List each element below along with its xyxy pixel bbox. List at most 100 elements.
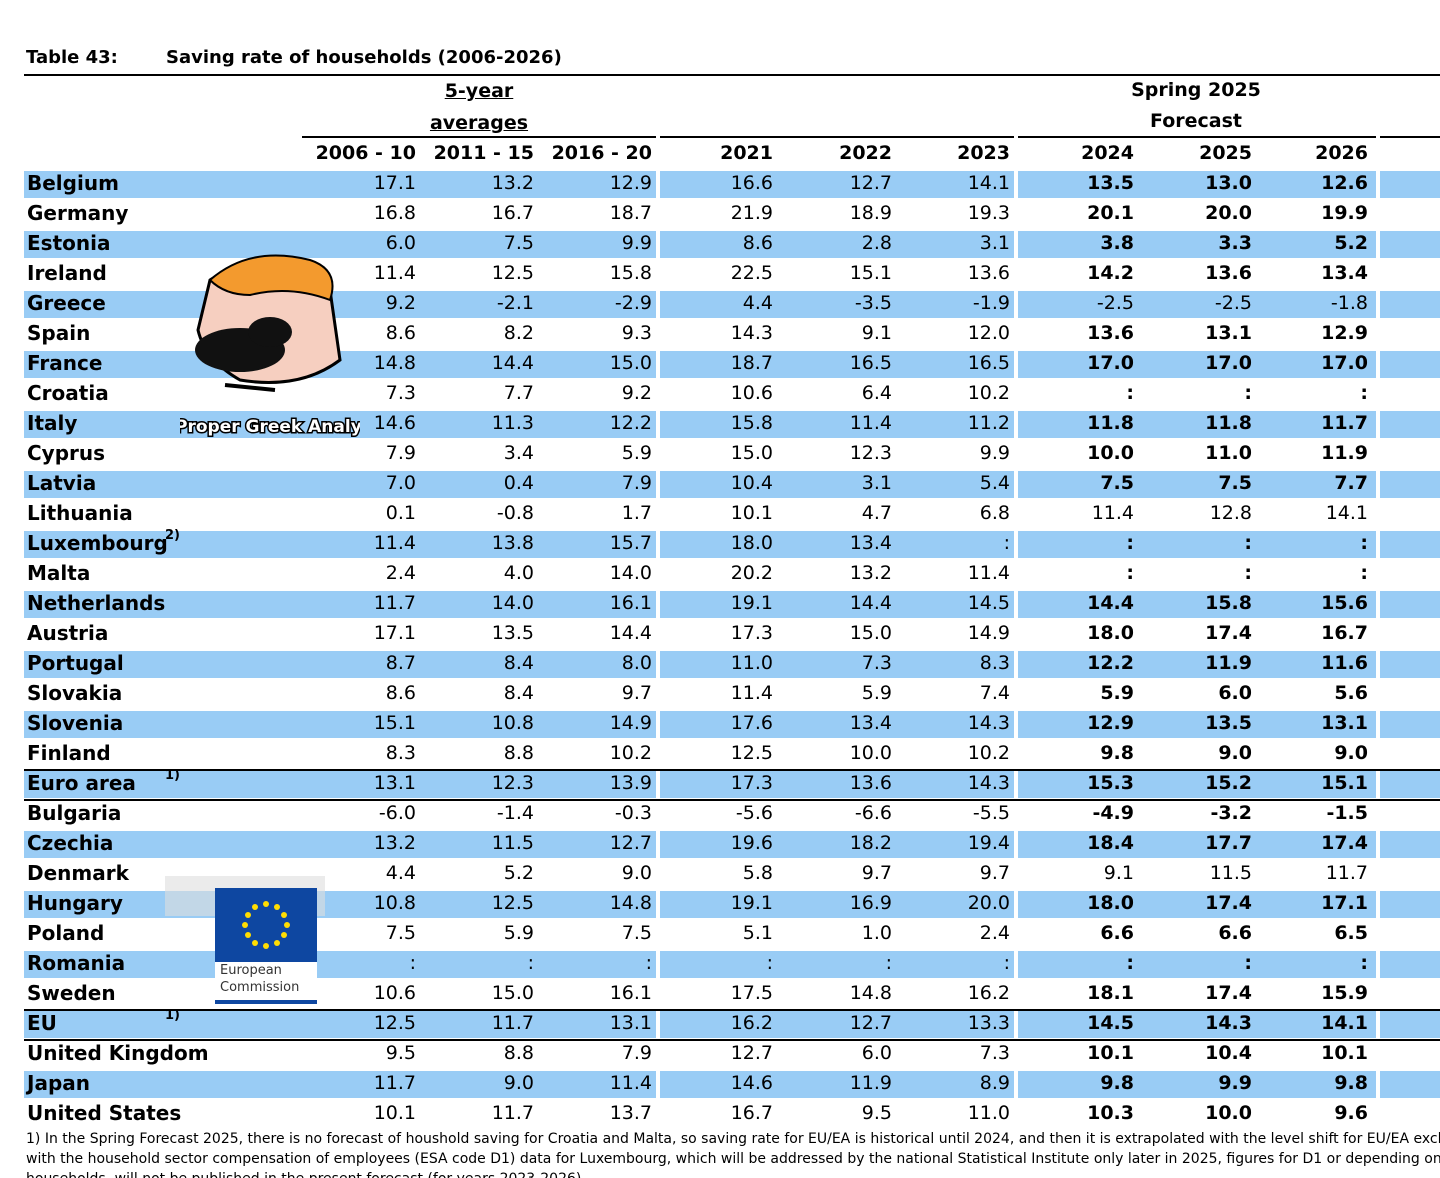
cell: 19.9 — [1321, 202, 1368, 224]
cell: 6.0 — [1218, 682, 1252, 704]
cell: 9.9 — [1218, 1072, 1252, 1094]
cell: -2.5 — [1214, 292, 1252, 314]
cell: 14.0 — [491, 592, 534, 614]
eu-logo-watermark: European Commission — [165, 876, 325, 1004]
cell: 16.2 — [967, 982, 1010, 1004]
cell: 10.1 — [1321, 1042, 1368, 1064]
cell: 5.9 — [1100, 682, 1134, 704]
cell: 9.1 — [861, 322, 892, 344]
cell: : — [1126, 382, 1134, 404]
cell: 15.0 — [730, 442, 773, 464]
cell: 9.0 — [621, 862, 652, 884]
cell: : — [1360, 532, 1368, 554]
cell: 8.6 — [742, 232, 773, 254]
row-band — [24, 831, 656, 858]
top-rule — [24, 74, 1440, 76]
cell: 13.2 — [849, 562, 892, 584]
cell: -1.9 — [972, 292, 1010, 314]
row-band — [1380, 831, 1440, 858]
row-band — [660, 1011, 1014, 1038]
column-header: 2023 — [957, 142, 1010, 164]
cell: 17.0 — [1087, 352, 1134, 374]
cell: 12.7 — [730, 1042, 773, 1064]
cell: 8.6 — [385, 682, 416, 704]
cell: 12.9 — [609, 172, 652, 194]
cell: 8.7 — [385, 652, 416, 674]
row-band — [1018, 891, 1376, 918]
cell: 7.3 — [385, 382, 416, 404]
cell: : — [527, 952, 534, 974]
row-band — [1380, 471, 1440, 498]
cell: : — [1360, 952, 1368, 974]
row-band — [24, 471, 656, 498]
cell: 16.5 — [849, 352, 892, 374]
cell: 12.9 — [1087, 712, 1134, 734]
cell: : — [1360, 382, 1368, 404]
row-band — [1380, 171, 1440, 198]
cell: 12.5 — [491, 892, 534, 914]
cell: 16.1 — [609, 592, 652, 614]
cell: 11.8 — [1087, 412, 1134, 434]
cell: -6.0 — [378, 802, 416, 824]
cell: 11.4 — [730, 682, 773, 704]
cell: 5.1 — [742, 922, 773, 944]
row-band — [24, 1071, 656, 1098]
row-rule — [24, 1039, 1440, 1041]
cell: 17.0 — [1321, 352, 1368, 374]
cell: 4.4 — [742, 292, 773, 314]
row-band — [660, 1071, 1014, 1098]
group-rule — [660, 136, 1014, 138]
cell: 15.9 — [1321, 982, 1368, 1004]
cell: 7.7 — [503, 382, 534, 404]
row-band — [1380, 891, 1440, 918]
cell: 12.0 — [967, 322, 1010, 344]
cell: 12.8 — [1209, 502, 1252, 524]
cell: -3.2 — [1210, 802, 1252, 824]
cell: 10.2 — [609, 742, 652, 764]
cell: 3.3 — [1218, 232, 1252, 254]
cell: 14.9 — [967, 622, 1010, 644]
row-name: Bulgaria — [27, 801, 122, 825]
cell: 8.6 — [385, 322, 416, 344]
cell: 10.2 — [967, 382, 1010, 404]
cell: 1.7 — [621, 502, 652, 524]
row-name: Latvia — [27, 471, 97, 495]
cell: 16.2 — [730, 1012, 773, 1034]
cell: 10.3 — [1087, 1102, 1134, 1124]
row-band — [1380, 351, 1440, 378]
cell: 17.1 — [373, 172, 416, 194]
cell: 9.3 — [621, 322, 652, 344]
row-rule — [24, 799, 1440, 801]
cell: 8.8 — [503, 1042, 534, 1064]
cell: 13.5 — [1205, 712, 1252, 734]
cell: : — [1244, 382, 1252, 404]
cell: 2.4 — [979, 922, 1010, 944]
cell: 9.0 — [1334, 742, 1368, 764]
cell: 11.7 — [491, 1012, 534, 1034]
cell: 7.3 — [979, 1042, 1010, 1064]
cell: 10.0 — [1205, 1102, 1252, 1124]
row-name: United Kingdom — [27, 1041, 209, 1065]
cell: 14.2 — [1087, 262, 1134, 284]
cell: 12.3 — [491, 772, 534, 794]
cell: 19.4 — [967, 832, 1010, 854]
cell: 3.8 — [1100, 232, 1134, 254]
cell: 6.8 — [979, 502, 1010, 524]
row-band — [1018, 951, 1376, 978]
row-band — [1380, 771, 1440, 798]
cell: 18.1 — [1087, 982, 1134, 1004]
cell: 18.7 — [609, 202, 652, 224]
cell: 19.1 — [730, 892, 773, 914]
row-band — [660, 171, 1014, 198]
cell: 2.4 — [385, 562, 416, 584]
cell: 10.8 — [373, 892, 416, 914]
cell: 7.7 — [1334, 472, 1368, 494]
row-band — [1380, 651, 1440, 678]
row-band — [1380, 1011, 1440, 1038]
group-rule — [1380, 136, 1440, 138]
cell: 9.7 — [979, 862, 1010, 884]
row-band — [660, 891, 1014, 918]
cell: 9.5 — [861, 1102, 892, 1124]
cell: 5.9 — [503, 922, 534, 944]
